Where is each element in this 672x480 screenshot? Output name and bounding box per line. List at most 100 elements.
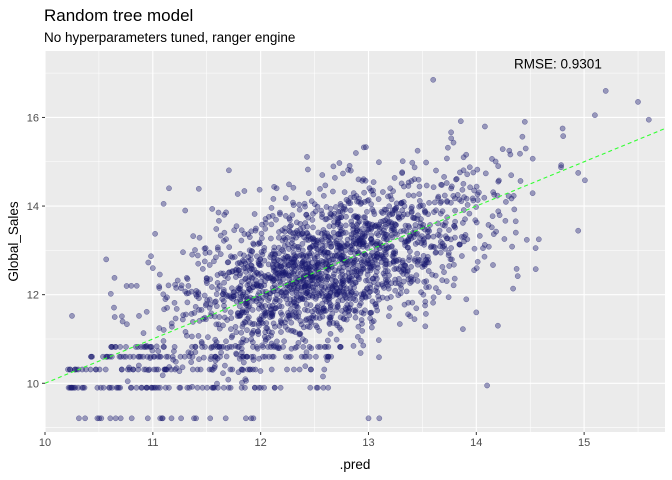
data-point [148, 253, 154, 260]
data-point [225, 376, 232, 383]
data-point [441, 192, 448, 199]
data-point [459, 253, 465, 259]
data-point [411, 316, 418, 323]
data-point [213, 226, 220, 232]
data-point [412, 241, 419, 247]
data-point [239, 291, 246, 298]
data-point [261, 257, 268, 264]
data-point [284, 234, 291, 241]
data-point [448, 183, 455, 190]
data-point [452, 218, 458, 225]
data-point [454, 192, 461, 198]
data-point [529, 190, 536, 197]
data-point [449, 256, 455, 263]
data-point [490, 189, 497, 196]
data-point [474, 258, 481, 265]
data-point [456, 241, 463, 248]
data-point [193, 415, 199, 422]
data-point [244, 315, 251, 322]
data-point [416, 198, 423, 204]
data-point [293, 219, 300, 226]
data-point [220, 384, 227, 391]
data-point [177, 353, 184, 360]
data-point [429, 271, 436, 278]
data-point [495, 322, 501, 329]
data-point [250, 240, 257, 247]
data-point [338, 268, 345, 274]
data-point [263, 309, 269, 315]
data-point [171, 344, 178, 350]
data-point [387, 185, 394, 192]
data-point [209, 206, 216, 212]
data-point [216, 217, 222, 224]
data-point [405, 192, 412, 199]
data-point [287, 312, 294, 319]
data-point [376, 159, 382, 166]
data-point [290, 184, 297, 191]
data-point [435, 289, 442, 295]
data-point [480, 245, 486, 252]
data-point [238, 353, 245, 360]
data-point [336, 324, 343, 331]
data-point [260, 344, 266, 350]
data-point [217, 232, 224, 239]
data-points [65, 76, 652, 422]
data-point [329, 252, 335, 259]
data-point [470, 197, 477, 204]
data-point [76, 415, 82, 422]
data-point [575, 227, 582, 234]
data-point [252, 366, 259, 373]
data-point [558, 164, 564, 171]
data-point [289, 237, 296, 243]
data-point [513, 266, 520, 272]
data-point [508, 172, 515, 179]
data-point [411, 176, 418, 183]
data-point [152, 230, 158, 237]
data-point [80, 384, 87, 391]
data-point [263, 320, 270, 326]
data-point [257, 256, 263, 263]
data-point [374, 254, 380, 260]
data-point [260, 294, 266, 301]
data-point [439, 264, 446, 270]
data-point [184, 276, 191, 282]
data-point [560, 133, 567, 139]
data-point [173, 306, 180, 312]
data-point [159, 372, 166, 379]
data-point [269, 353, 276, 360]
data-point [226, 269, 233, 276]
data-point [227, 309, 234, 316]
data-point [234, 191, 241, 197]
data-point [260, 353, 266, 360]
data-point [441, 174, 447, 180]
y-tick-label: 14 [27, 201, 39, 213]
data-point [350, 259, 356, 266]
data-point [363, 277, 369, 284]
data-point [459, 186, 466, 193]
data-point [506, 147, 513, 154]
data-point [405, 299, 412, 306]
data-point [439, 277, 446, 284]
data-point [457, 169, 463, 176]
data-point [364, 197, 371, 204]
data-point [166, 384, 172, 391]
data-point [243, 415, 249, 422]
data-point [411, 164, 418, 171]
data-point [363, 144, 369, 150]
data-point [386, 313, 392, 319]
data-point [291, 366, 297, 373]
data-point [180, 249, 186, 256]
data-point [255, 271, 262, 278]
y-tick-label: 12 [27, 290, 39, 302]
data-point [227, 366, 234, 373]
x-tick-label: 10 [39, 437, 51, 449]
data-point [166, 185, 172, 192]
data-point [261, 245, 268, 251]
data-point [316, 315, 323, 321]
data-point [313, 353, 319, 360]
data-point [223, 353, 230, 360]
data-point [314, 303, 321, 310]
data-point [348, 218, 355, 225]
data-point [133, 384, 140, 391]
data-point [107, 290, 114, 297]
